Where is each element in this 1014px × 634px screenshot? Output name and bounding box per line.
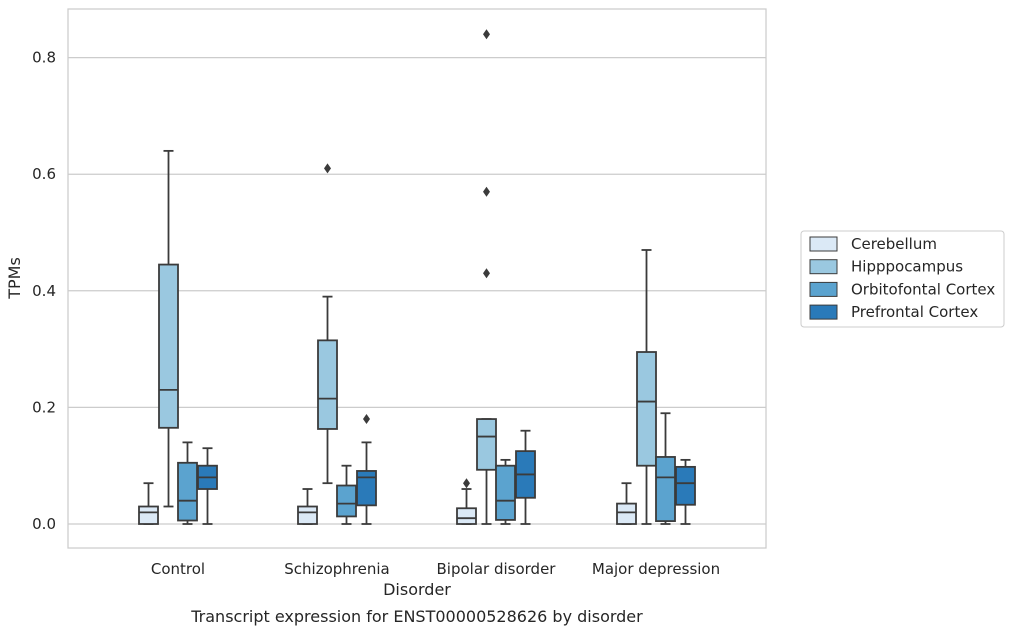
box-body xyxy=(177,461,198,522)
box-1-1 xyxy=(317,163,338,485)
box-2-1 xyxy=(336,464,357,525)
box-body xyxy=(675,465,696,506)
y-axis-label: TPMs xyxy=(5,257,24,300)
box-2-0 xyxy=(177,441,198,525)
y-tick-label: 0.4 xyxy=(32,282,56,300)
legend-label: Orbitofontal Cortex xyxy=(851,280,995,298)
outlier-point xyxy=(483,29,490,40)
box-3-1 xyxy=(356,414,377,525)
legend-swatch xyxy=(809,281,838,297)
box-0-0 xyxy=(138,482,159,525)
legend-item: Orbitofontal Cortex xyxy=(809,280,995,298)
box-body xyxy=(297,505,318,525)
legend: Cerebellum Hipppocampus Orbitofontal Corte… xyxy=(800,230,1005,328)
x-tick-label: Schizophrenia xyxy=(284,560,389,578)
box-body xyxy=(476,418,497,471)
x-tick-label: Major depression xyxy=(592,560,720,578)
legend-label: Cerebellum xyxy=(851,235,937,253)
box-3-0 xyxy=(197,447,218,525)
box-0-3 xyxy=(616,482,637,525)
y-tick-label: 0.2 xyxy=(32,398,56,416)
legend-swatch xyxy=(809,236,838,252)
y-tick-labels: 0.0 0.2 0.4 0.6 0.8 xyxy=(32,49,56,533)
x-axis-label: Disorder xyxy=(383,580,451,599)
y-tick-label: 0.0 xyxy=(32,515,56,533)
outlier-point xyxy=(483,268,490,279)
x-tick-label: Control xyxy=(151,560,205,578)
x-tick-label: Bipolar disorder xyxy=(437,560,557,578)
legend-swatch xyxy=(809,259,838,275)
box-3-3 xyxy=(675,458,696,525)
box-body xyxy=(317,339,338,430)
box-3-2 xyxy=(515,429,536,525)
box-1-3 xyxy=(636,249,657,525)
legend-item: Hipppocampus xyxy=(809,258,963,276)
box-series xyxy=(138,29,696,525)
box-body xyxy=(616,502,637,525)
legend-frame xyxy=(800,230,1005,328)
box-body xyxy=(495,464,516,521)
legend-item: Cerebellum xyxy=(809,235,937,253)
box-body xyxy=(655,456,676,522)
box-body xyxy=(636,351,657,467)
box-body xyxy=(158,263,179,429)
plot-frame xyxy=(67,8,767,549)
box-0-1 xyxy=(297,488,318,525)
legend-label: Prefrontal Cortex xyxy=(851,303,978,321)
box-0-2 xyxy=(456,478,477,525)
box-2-2 xyxy=(495,458,516,525)
box-body xyxy=(138,505,159,525)
box-2-3 xyxy=(655,412,676,525)
box-body xyxy=(456,507,477,525)
outlier-point xyxy=(363,414,370,425)
outlier-point xyxy=(324,163,331,174)
y-tick-label: 0.8 xyxy=(32,49,56,67)
outlier-point xyxy=(463,478,470,489)
legend-item: Prefrontal Cortex xyxy=(809,303,978,321)
chart-caption: Transcript expression for ENST0000052862… xyxy=(190,607,643,626)
outlier-point xyxy=(483,186,490,197)
box-body xyxy=(356,470,377,507)
box-1-0 xyxy=(158,149,179,508)
box-body xyxy=(336,484,357,518)
legend-swatch xyxy=(809,304,838,320)
x-tick-labels: Control Schizophrenia Bipolar disorder Majo… xyxy=(151,560,720,578)
box-1-2 xyxy=(476,29,497,525)
legend-label: Hipppocampus xyxy=(851,258,963,276)
y-tick-label: 0.6 xyxy=(32,165,56,183)
